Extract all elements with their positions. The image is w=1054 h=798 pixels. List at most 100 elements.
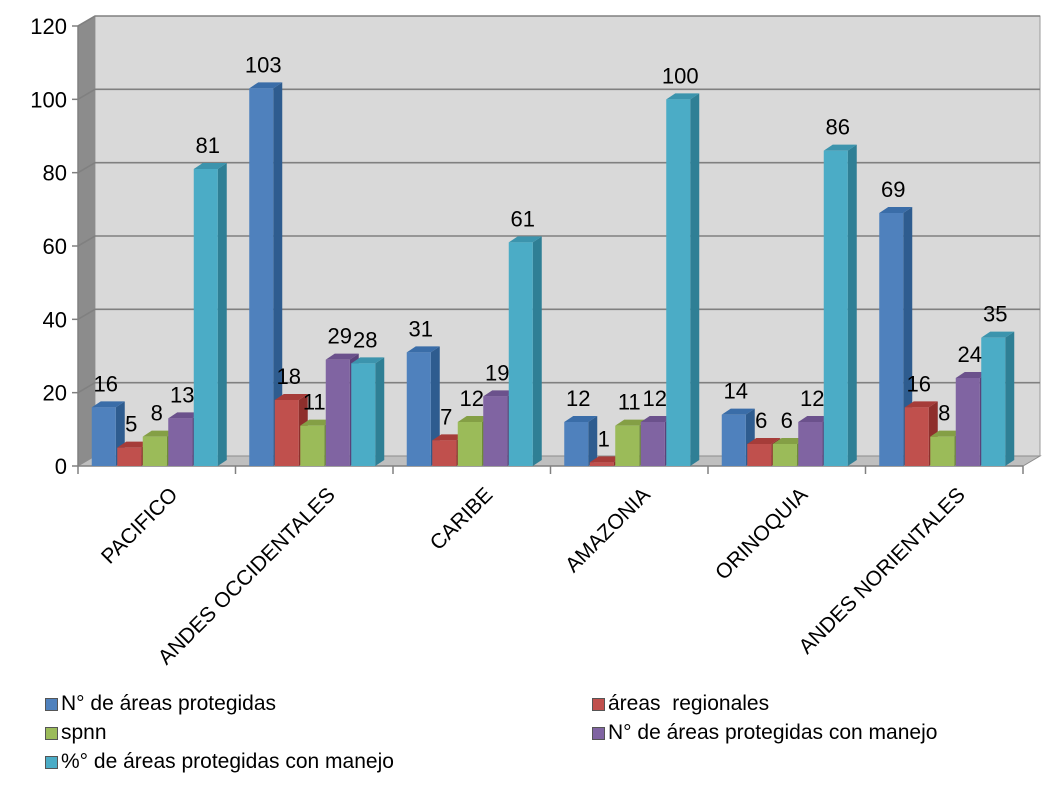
bar-front — [879, 213, 904, 466]
bar-top — [91, 401, 125, 408]
bar-front — [904, 407, 929, 466]
bar-side — [375, 357, 385, 466]
data-label: 1 — [598, 426, 610, 451]
bar-side — [847, 144, 857, 466]
bar-front — [325, 359, 350, 466]
data-label: 24 — [958, 342, 982, 367]
bar — [823, 144, 857, 466]
bar-top — [168, 412, 202, 419]
bar-front — [406, 352, 431, 466]
bar-top — [981, 331, 1015, 338]
bar-front — [351, 363, 376, 466]
bar-top — [142, 430, 176, 437]
data-label: 12 — [643, 386, 667, 411]
bar-top — [249, 82, 283, 89]
bar-front — [564, 422, 589, 466]
y-tick-labels: 0 20 40 60 80 100 120 — [30, 14, 67, 479]
bar-front — [508, 242, 533, 466]
bar-top — [117, 441, 151, 448]
gridlines — [77, 15, 1040, 394]
data-label: 13 — [170, 382, 194, 407]
bar-front — [249, 88, 274, 466]
bar-side — [532, 236, 542, 466]
data-label: 103 — [245, 52, 282, 77]
bar-top — [615, 419, 649, 426]
bar-top — [721, 408, 755, 415]
x-tick-label: ORINOQUIA — [711, 483, 812, 584]
bar-front — [772, 444, 797, 466]
data-label: 31 — [409, 316, 433, 341]
data-label: 61 — [511, 206, 535, 231]
data-label: 12 — [566, 386, 590, 411]
bar-front — [274, 400, 299, 466]
bar-front — [193, 169, 218, 466]
y-tick-label: 40 — [43, 307, 67, 332]
bar-front — [930, 436, 955, 466]
bar-front — [615, 425, 640, 466]
bar-front — [117, 447, 142, 466]
bar-top — [483, 390, 517, 397]
bar-top — [325, 353, 359, 360]
data-label: 6 — [755, 408, 767, 433]
bar-top — [879, 207, 913, 213]
x-tick-label: ANDES NORIENTALES — [795, 483, 970, 658]
bar-front — [142, 436, 167, 466]
bar-top — [432, 434, 466, 441]
data-label: 86 — [826, 115, 850, 140]
data-label: 35 — [983, 302, 1007, 327]
bar-front — [168, 418, 193, 466]
bar-top — [640, 416, 674, 422]
bar-side — [217, 163, 227, 466]
bar-front — [955, 378, 980, 466]
bar-front — [432, 440, 457, 466]
bar-front — [457, 422, 482, 466]
bar-side — [1005, 331, 1015, 466]
x-tick-label: AMAZONIA — [561, 483, 655, 577]
axes — [72, 25, 1024, 474]
bar-side — [430, 346, 440, 466]
data-label: 12 — [800, 386, 824, 411]
y-tick-label: 0 — [55, 454, 67, 479]
data-label: 28 — [353, 327, 377, 352]
bar — [981, 331, 1015, 466]
bar-side — [903, 207, 913, 466]
bar-front — [640, 422, 665, 466]
data-label: 100 — [662, 63, 699, 88]
bar-front — [721, 414, 746, 466]
bar-top — [747, 438, 781, 444]
data-label: 81 — [196, 133, 220, 158]
y-tick-label: 120 — [30, 14, 67, 39]
bar-top — [955, 372, 989, 378]
gridline — [77, 235, 1040, 247]
bar-front — [300, 425, 325, 466]
x-tick-label: CARIBE — [426, 483, 498, 555]
bar-top — [589, 456, 623, 463]
bar-front — [823, 150, 848, 466]
bar — [666, 93, 700, 466]
y-tick-label: 80 — [43, 161, 67, 186]
data-label: 11 — [618, 390, 641, 415]
bar — [193, 163, 227, 466]
bar-front — [589, 462, 614, 466]
bars — [91, 82, 1015, 466]
bar-top — [406, 346, 440, 353]
bar-front — [483, 396, 508, 466]
bar-top — [193, 163, 227, 169]
x-tick-label: PACIFICO — [97, 483, 182, 568]
y-tick-label: 60 — [43, 234, 67, 259]
bar-front — [798, 422, 823, 466]
bar-top — [772, 438, 806, 444]
data-label: 6 — [781, 408, 793, 433]
bar — [249, 82, 283, 466]
bar — [879, 207, 913, 466]
bar — [930, 430, 964, 466]
bar-front — [666, 99, 691, 466]
bar-front — [91, 407, 116, 466]
data-label: 69 — [881, 177, 905, 202]
x-tick-label: ANDES OCCIDENTALES — [154, 483, 340, 669]
data-label: 5 — [125, 412, 137, 437]
data-label: 18 — [277, 364, 301, 389]
bar-top — [930, 430, 964, 437]
y-tick-label: 20 — [43, 381, 67, 406]
